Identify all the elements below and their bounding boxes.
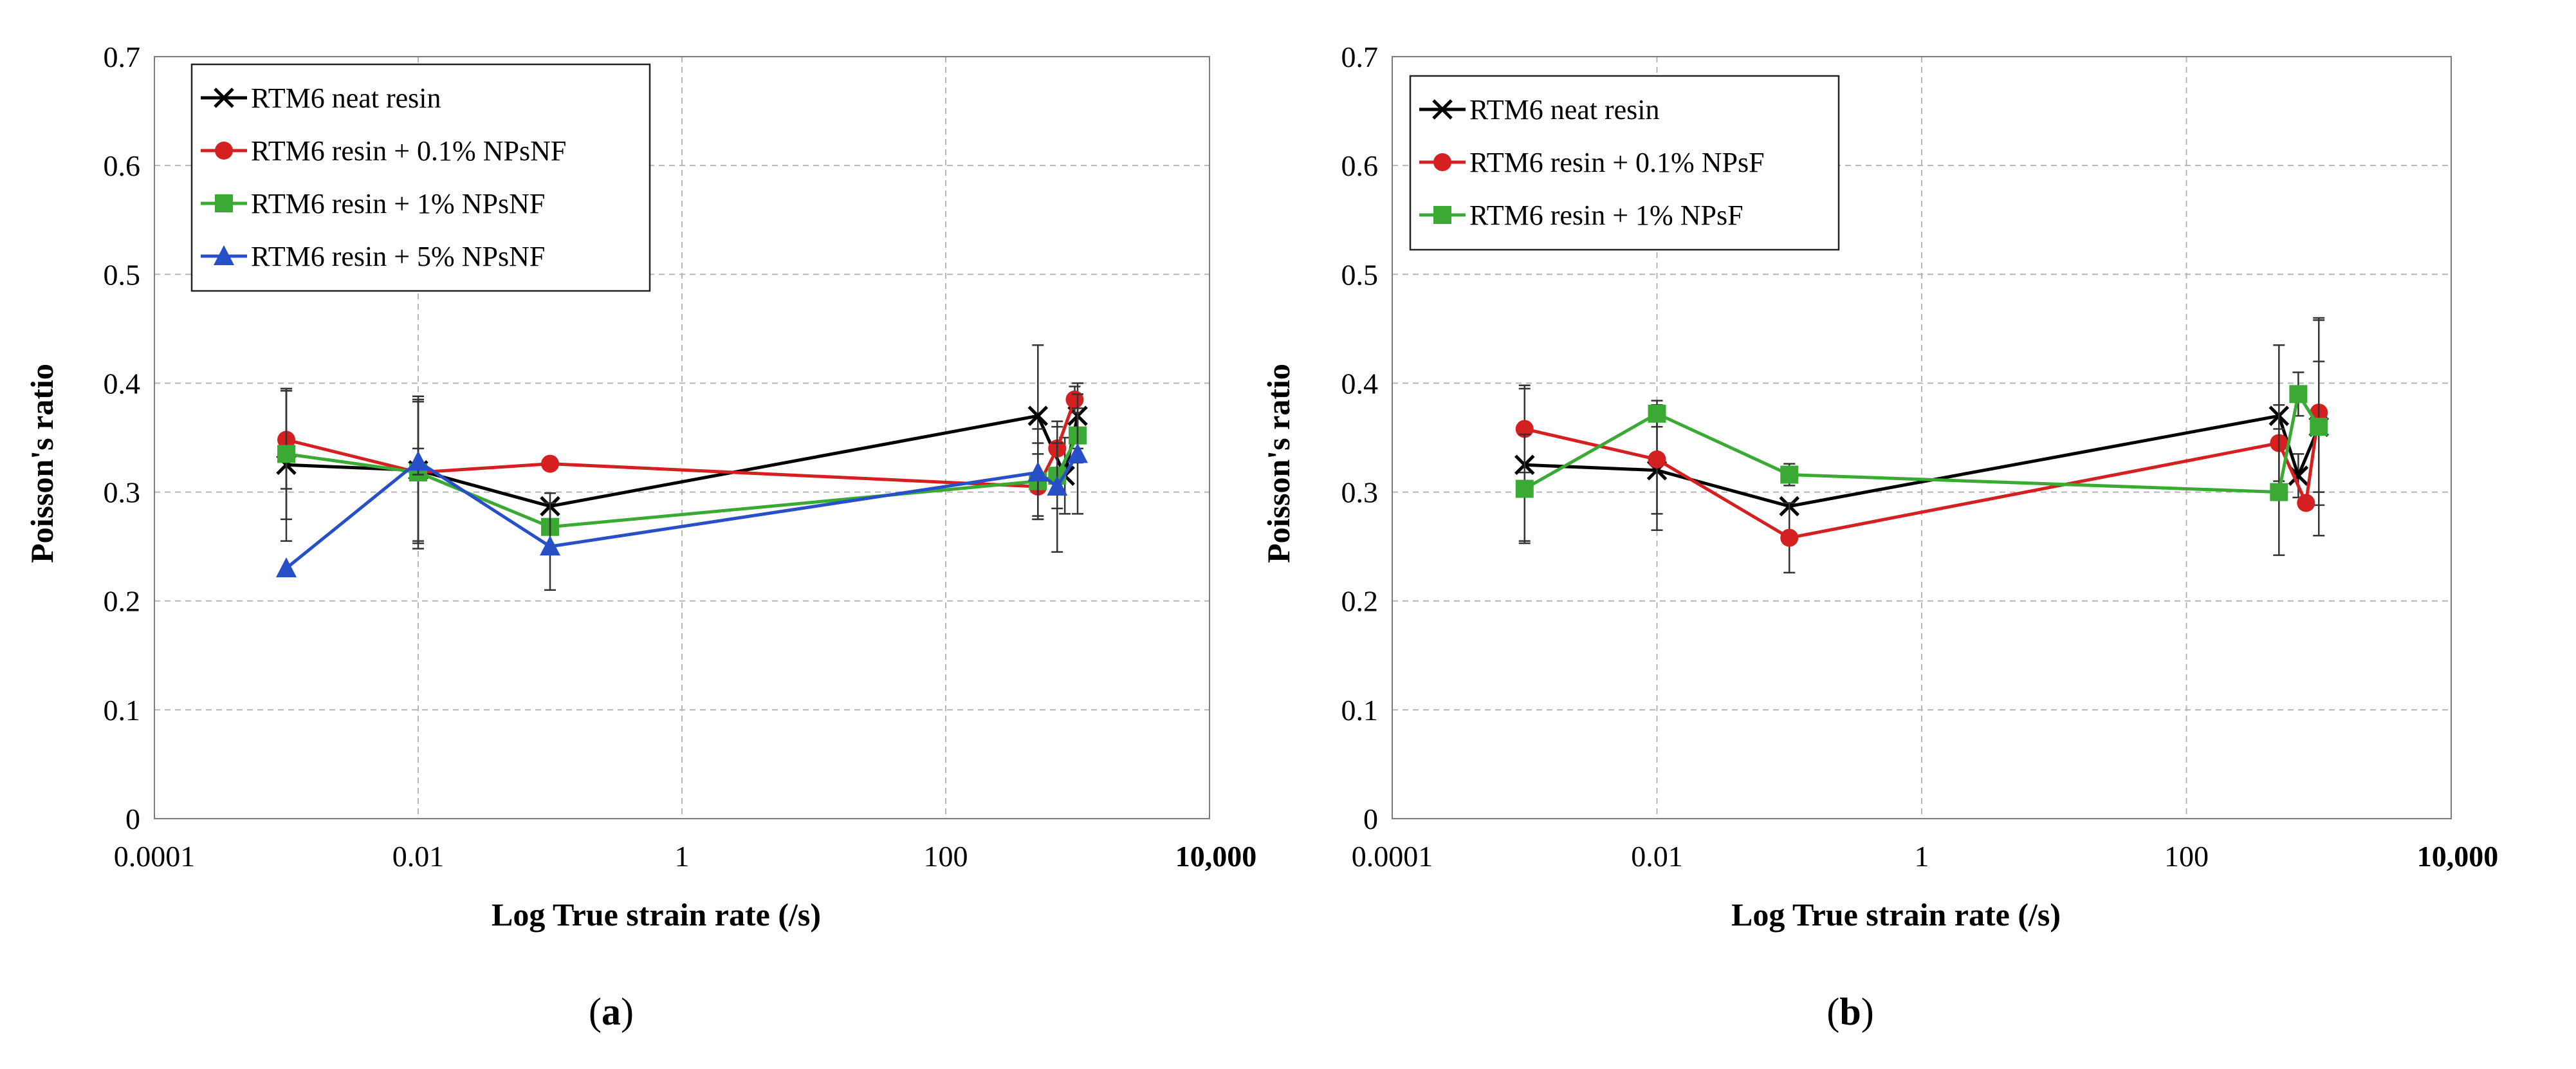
y-tick-label: 0.3 xyxy=(104,476,141,509)
series-3 xyxy=(1515,317,2328,556)
legend-frame xyxy=(1409,75,1840,251)
x-tick-label: 0.01 xyxy=(1631,840,1683,873)
panel-label: (b) xyxy=(1826,990,1873,1033)
series-line xyxy=(285,453,1080,570)
x-tick-label: 1 xyxy=(675,840,690,873)
x-tick-label: 0.0001 xyxy=(1352,840,1433,873)
x-tick-label: 10,000 xyxy=(1175,840,1257,873)
legend-entry: RTM6 resin + 1% NPsF xyxy=(1469,200,1743,231)
y-tick-label: 0.7 xyxy=(104,41,141,73)
y-axis-label: Poisson's ratio xyxy=(24,364,60,563)
data-point xyxy=(276,557,297,577)
legend-marker xyxy=(1433,206,1451,224)
legend: RTM6 neat resin RTM6 resin + 0.1% NPsF RTM… xyxy=(1409,75,1840,251)
plot-area-frame xyxy=(1392,56,2452,819)
data-point xyxy=(1027,405,1049,426)
plot-area-frame xyxy=(154,56,1210,819)
x-tick-label: 10,000 xyxy=(2417,840,2499,873)
legend-entry: RTM6 resin + 0.1% NPsNF xyxy=(251,135,566,167)
y-tick-label: 0.7 xyxy=(1341,41,1379,73)
y-tick-label: 0.1 xyxy=(104,694,141,727)
legend-marker xyxy=(214,88,234,108)
legend-marker xyxy=(215,142,233,160)
y-tick-label: 0.6 xyxy=(1341,149,1379,182)
y-tick-label: 0.5 xyxy=(104,258,141,291)
x-axis-label: Log True strain rate (/s) xyxy=(1731,897,2061,933)
data-point xyxy=(1047,476,1068,496)
y-tick-label: 0.3 xyxy=(1341,476,1379,509)
x-tick-label: 0.01 xyxy=(392,840,445,873)
panel-label: (a) xyxy=(589,990,634,1033)
y-tick-label: 0 xyxy=(1363,803,1378,835)
data-point xyxy=(2297,494,2315,512)
data-point xyxy=(1648,450,1666,469)
data-point xyxy=(1065,390,1084,409)
x-axis-label: Log True strain rate (/s) xyxy=(492,897,821,933)
data-point xyxy=(2289,385,2308,404)
data-point xyxy=(1515,479,1534,498)
legend-frame xyxy=(190,63,651,292)
y-tick-label: 0.4 xyxy=(104,367,141,400)
series-line xyxy=(1524,412,2321,540)
legend: RTM6 neat resin RTM6 resin + 0.1% NPsNF RT… xyxy=(190,63,651,292)
y-tick-label: 0 xyxy=(125,803,140,835)
y-axis-label: Poisson's ratio xyxy=(1260,364,1296,563)
series-4 xyxy=(276,393,1088,591)
marker-stroke xyxy=(1027,405,1049,426)
legend-entry: RTM6 neat resin xyxy=(1469,94,1660,125)
y-tick-label: 0.6 xyxy=(104,149,141,182)
data-point xyxy=(2270,483,2288,501)
data-point xyxy=(1515,420,1534,438)
legend-marker xyxy=(215,194,233,212)
y-tick-label: 0.5 xyxy=(1341,258,1379,291)
legend-entry: RTM6 neat resin xyxy=(251,82,441,114)
x-tick-label: 0.0001 xyxy=(114,840,196,873)
y-tick-label: 0.1 xyxy=(1341,694,1379,727)
x-tick-label: 100 xyxy=(2164,840,2209,873)
series-line xyxy=(1524,414,2321,508)
chart-panel-a: 0 0.1 0.2 0.3 0.4 0.5 0.6 0.7 0.0001 0.01 1 100 10,0… xyxy=(24,41,1256,1033)
data-point xyxy=(1067,443,1088,463)
marker-stroke xyxy=(214,88,234,108)
data-point xyxy=(408,451,428,471)
x-tick-label: 100 xyxy=(924,840,968,873)
legend-marker xyxy=(1433,153,1451,171)
y-tick-label: 0.4 xyxy=(1341,367,1379,400)
y-tick-label: 0.2 xyxy=(104,585,141,618)
data-point xyxy=(2310,418,2328,436)
marker-stroke xyxy=(2288,465,2309,486)
y-tick-label: 0.2 xyxy=(1341,585,1379,618)
chart-panel-b: 0 0.1 0.2 0.3 0.4 0.5 0.6 0.7 0.0001 0.01 1 100 10,0… xyxy=(1260,41,2498,1033)
data-point xyxy=(1648,404,1666,423)
data-point xyxy=(1780,465,1799,484)
x-tick-label: 1 xyxy=(1915,840,1929,873)
legend-marker xyxy=(214,245,234,265)
data-point xyxy=(1027,461,1049,482)
data-point xyxy=(1780,528,1799,547)
data-point xyxy=(540,535,560,556)
data-point xyxy=(277,445,295,463)
data-point xyxy=(541,454,559,473)
legend-entry: RTM6 resin + 5% NPsNF xyxy=(251,241,545,272)
legend-entry: RTM6 resin + 0.1% NPsF xyxy=(1469,147,1765,178)
legend-marker xyxy=(1432,99,1453,120)
legend-entry: RTM6 resin + 1% NPsNF xyxy=(251,188,545,219)
marker-stroke xyxy=(1432,99,1453,120)
